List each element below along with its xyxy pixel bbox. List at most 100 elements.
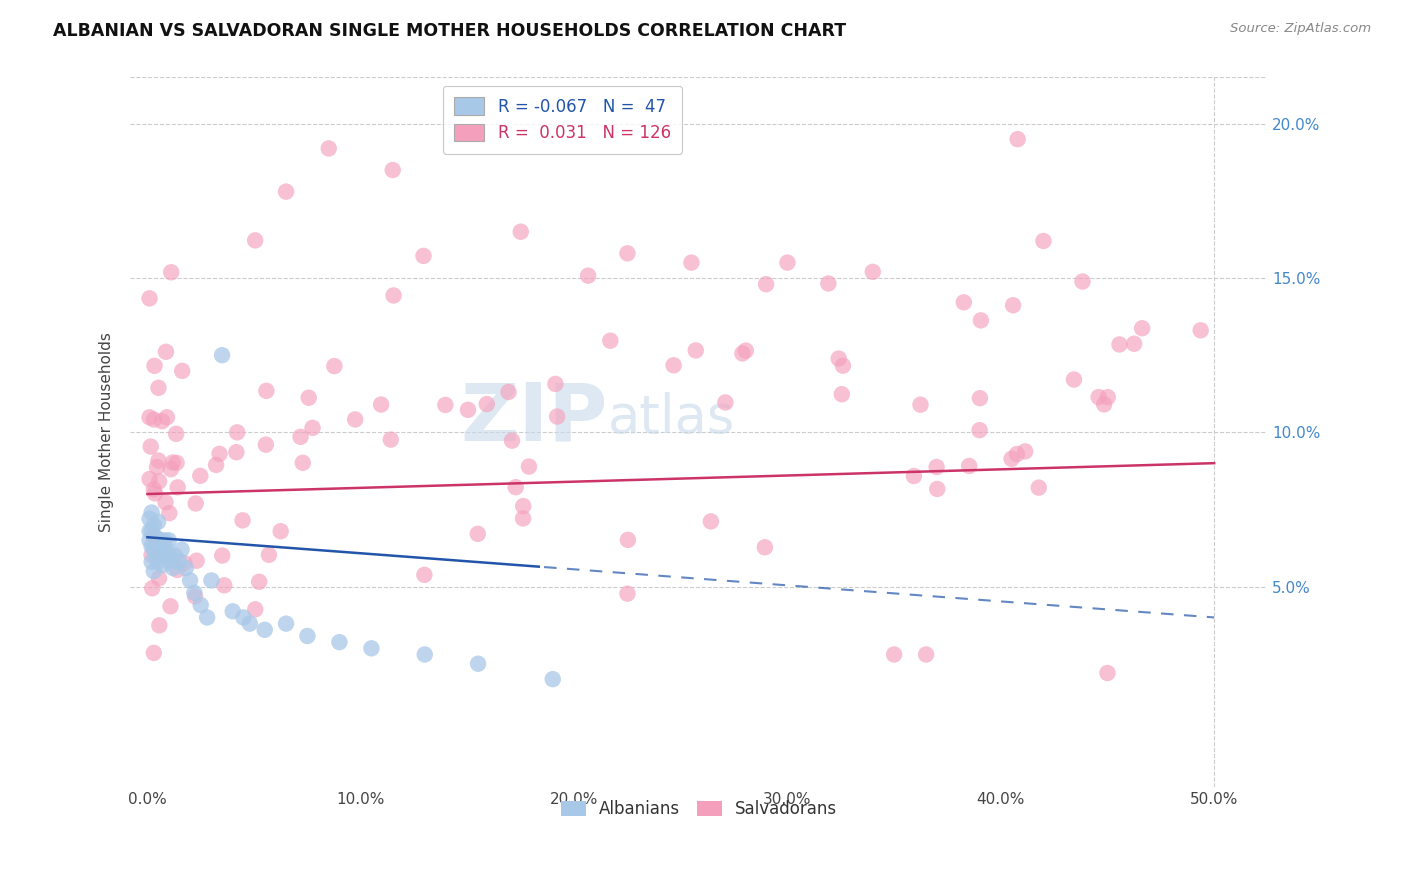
Point (512, 511, 534, 525)
Point (145, 530, 167, 544)
Point (143, 359, 166, 373)
Point (138, 512, 160, 526)
Point (883, 648, 905, 662)
Point (434, 398, 457, 412)
Point (162, 455, 184, 469)
Point (1014, 444, 1036, 458)
Point (174, 561, 197, 575)
Point (274, 616, 297, 631)
Point (170, 542, 193, 557)
Point (754, 541, 776, 555)
Point (138, 291, 160, 305)
Point (328, 635, 350, 649)
Point (148, 453, 170, 467)
Point (370, 398, 392, 412)
Point (617, 533, 640, 547)
Point (153, 533, 176, 548)
Point (1071, 275, 1094, 289)
Point (1092, 397, 1115, 411)
Text: ALBANIAN VS SALVADORAN SINGLE MOTHER HOUSEHOLDS CORRELATION CHART: ALBANIAN VS SALVADORAN SINGLE MOTHER HOU… (53, 22, 846, 40)
Point (512, 499, 534, 513)
Point (139, 440, 162, 454)
Point (184, 496, 207, 510)
Point (952, 295, 974, 310)
Point (145, 549, 167, 563)
Point (270, 524, 292, 538)
Text: atlas: atlas (607, 392, 735, 444)
Point (1087, 390, 1109, 404)
Point (832, 359, 855, 373)
Point (700, 515, 723, 529)
Point (141, 540, 163, 554)
Point (148, 381, 170, 395)
Point (179, 574, 201, 588)
Point (498, 384, 520, 399)
Point (457, 402, 479, 417)
Point (681, 255, 703, 269)
Point (957, 458, 980, 473)
Point (413, 567, 436, 582)
Point (1189, 323, 1212, 337)
Point (1005, 447, 1028, 461)
Point (159, 599, 181, 614)
Point (195, 610, 218, 624)
Point (232, 610, 254, 624)
Point (160, 555, 183, 569)
Point (969, 423, 991, 437)
Point (544, 376, 567, 391)
Text: Source: ZipAtlas.com: Source: ZipAtlas.com (1230, 22, 1371, 36)
Point (148, 618, 170, 632)
Point (138, 472, 160, 486)
Point (172, 364, 194, 378)
Text: ZIP: ZIP (461, 379, 607, 457)
Point (155, 542, 177, 557)
Point (254, 384, 277, 398)
Point (142, 483, 165, 497)
Point (297, 629, 319, 643)
Point (150, 414, 173, 428)
Point (211, 348, 233, 362)
Point (138, 410, 160, 425)
Point (616, 587, 638, 601)
Point (290, 430, 312, 444)
Point (253, 623, 276, 637)
Point (183, 586, 205, 600)
Point (541, 672, 564, 686)
Point (138, 524, 160, 538)
Point (169, 555, 191, 569)
Point (146, 536, 169, 550)
Point (1108, 337, 1130, 351)
Point (166, 456, 188, 470)
Point (156, 410, 179, 425)
Point (915, 648, 938, 662)
Point (862, 265, 884, 279)
Point (160, 265, 183, 279)
Point (257, 548, 280, 562)
Point (245, 602, 267, 616)
Point (142, 517, 165, 532)
Point (232, 513, 254, 527)
Point (274, 185, 297, 199)
Point (467, 657, 489, 671)
Point (1130, 321, 1153, 335)
Point (731, 346, 754, 360)
Point (155, 495, 177, 509)
Point (501, 434, 523, 448)
Point (165, 549, 187, 563)
Point (1000, 451, 1022, 466)
Point (186, 554, 208, 568)
Point (155, 344, 177, 359)
Point (344, 412, 367, 426)
Point (323, 359, 346, 373)
Point (927, 482, 949, 496)
Point (412, 249, 434, 263)
Point (1063, 372, 1085, 386)
Point (1123, 336, 1146, 351)
Point (925, 460, 948, 475)
Point (505, 480, 527, 494)
Point (599, 334, 621, 348)
Point (157, 533, 180, 548)
Point (148, 475, 170, 489)
Point (714, 395, 737, 409)
Point (1097, 665, 1119, 680)
